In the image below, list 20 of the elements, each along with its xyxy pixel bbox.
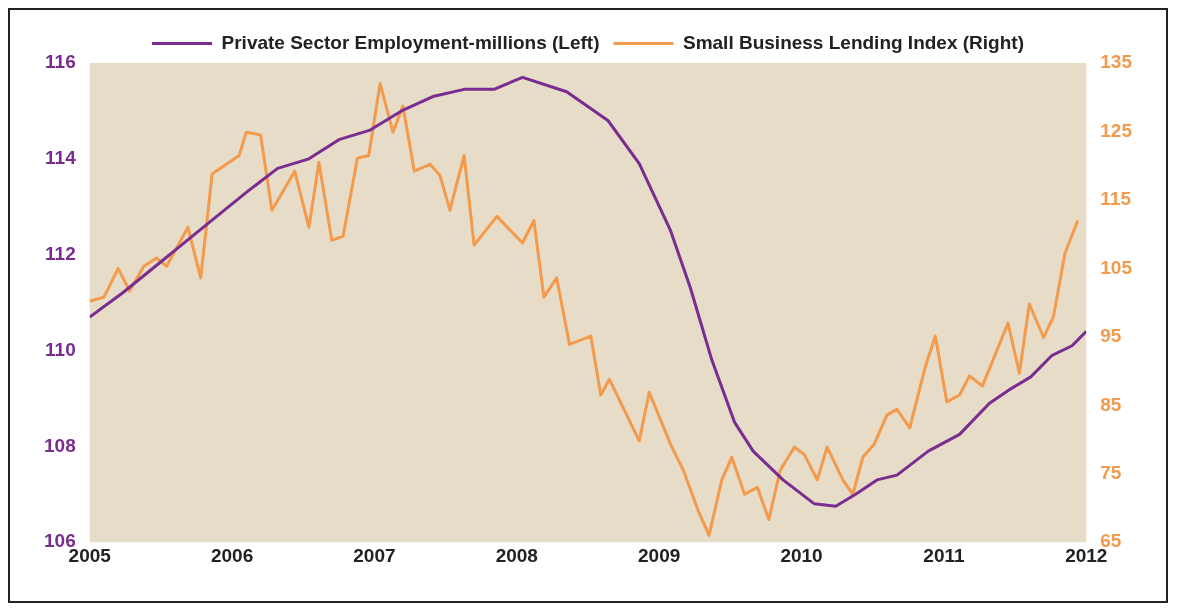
y-tick-label: 112 <box>45 242 76 264</box>
x-tick-label: 2010 <box>780 544 823 566</box>
y-tick-label: 110 <box>45 338 76 360</box>
y2-tick-label: 105 <box>1100 256 1133 278</box>
y2-tick-label: 135 <box>1100 51 1133 73</box>
y2-tick-label: 115 <box>1100 188 1132 210</box>
y-tick-label: 114 <box>45 147 77 169</box>
y2-tick-label: 85 <box>1100 393 1122 415</box>
x-tick-label: 2011 <box>923 544 965 566</box>
x-tick-label: 2007 <box>353 544 396 566</box>
legend-label: Small Business Lending Index (Right) <box>682 31 1024 53</box>
y2-tick-label: 75 <box>1100 461 1122 483</box>
y-tick-label: 116 <box>45 51 76 73</box>
y-tick-label: 108 <box>44 434 76 456</box>
x-tick-label: 2008 <box>495 544 538 566</box>
x-tick-label: 2006 <box>210 544 254 566</box>
x-tick-label: 2009 <box>638 544 681 566</box>
legend-label: Private Sector Employment-millions (Left) <box>221 31 600 53</box>
y2-tick-label: 125 <box>1100 119 1133 141</box>
y2-tick-label: 95 <box>1100 325 1122 347</box>
